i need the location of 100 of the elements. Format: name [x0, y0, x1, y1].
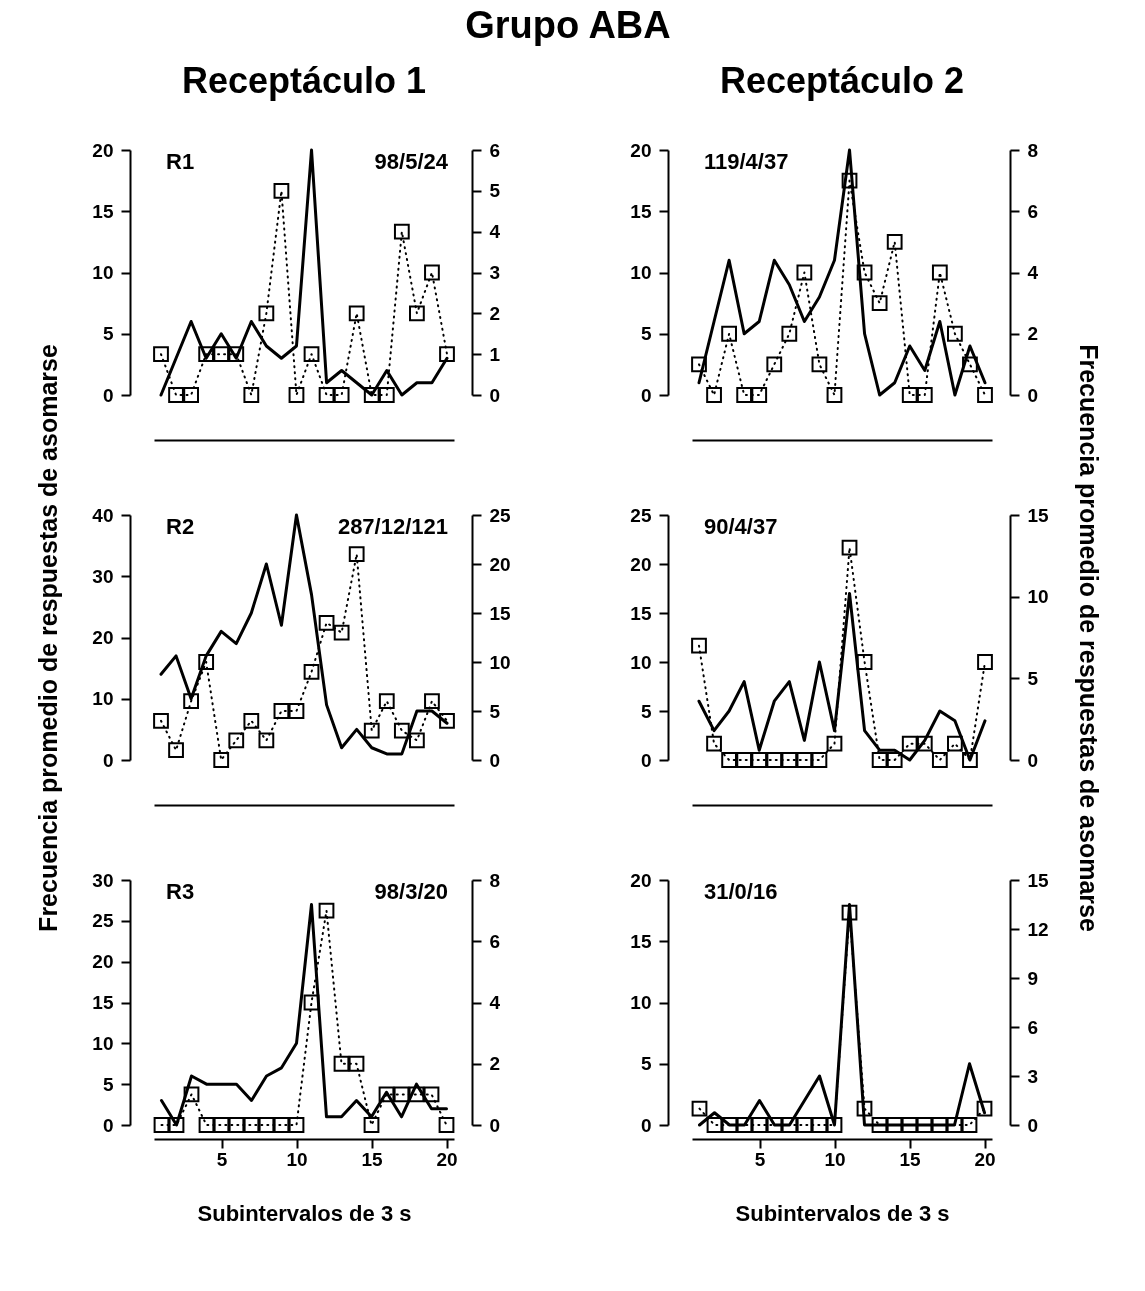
- x-tick-label: 20: [436, 1148, 458, 1170]
- y-tick-label: 5: [102, 323, 114, 345]
- point: [333, 624, 350, 641]
- y-tick-label: 15: [92, 992, 114, 1013]
- point: [228, 346, 245, 363]
- point: [691, 637, 707, 654]
- x-tick-label: 10: [286, 1148, 308, 1170]
- y2-tick-label: 3: [489, 262, 501, 283]
- point: [303, 994, 320, 1011]
- y-tick-label: 0: [102, 749, 114, 771]
- y-tick-label: 20: [92, 951, 114, 973]
- y2-tick-label: 12: [1027, 918, 1049, 940]
- y2-tick-label: 10: [489, 651, 511, 673]
- point: [409, 732, 425, 749]
- point: [901, 387, 918, 403]
- point: [318, 902, 335, 919]
- point: [736, 387, 753, 403]
- point: [183, 693, 199, 710]
- chart-subtitle: Receptáculo 2: [719, 60, 965, 101]
- y-tick-label: 20: [92, 139, 114, 161]
- point: [691, 356, 707, 373]
- point: [393, 223, 410, 240]
- y-tick-label: 10: [630, 992, 652, 1013]
- point: [781, 1117, 798, 1133]
- point: [333, 1055, 350, 1072]
- point: [811, 356, 828, 373]
- point: [916, 735, 933, 752]
- y-axis-title: Frecuencia promedio de respuestas de asomarse: [34, 344, 63, 932]
- point: [303, 663, 320, 680]
- point: [438, 1117, 455, 1133]
- point: [153, 712, 169, 729]
- y-tick-label: 20: [92, 627, 114, 648]
- point: [258, 305, 275, 322]
- point: [348, 305, 365, 322]
- point: [706, 1117, 723, 1133]
- point: [826, 387, 843, 403]
- y-tick-label: 15: [630, 200, 652, 222]
- point: [318, 387, 335, 403]
- point: [856, 264, 873, 281]
- annotation: R2: [166, 514, 195, 539]
- point: [962, 752, 978, 768]
- point: [721, 1117, 738, 1133]
- y2-tick-label: 6: [489, 930, 501, 952]
- y2-tick-label: 2: [1027, 323, 1039, 345]
- point: [706, 735, 722, 752]
- point: [736, 752, 753, 768]
- y2-tick-label: 4: [1027, 262, 1039, 283]
- point: [439, 346, 455, 363]
- y-tick-label: 20: [630, 869, 652, 891]
- point: [348, 1055, 365, 1072]
- y-tick-label: 10: [92, 688, 114, 710]
- point: [424, 693, 440, 710]
- point: [288, 1117, 305, 1133]
- point: [318, 614, 335, 631]
- annotation: 98/5/24: [374, 149, 449, 174]
- y2-tick-label: 0: [489, 749, 501, 771]
- annotation: 31/0/16: [704, 879, 778, 904]
- y-tick-label: 40: [92, 504, 114, 526]
- point: [243, 387, 260, 403]
- point: [977, 654, 993, 670]
- point: [977, 387, 993, 403]
- x-tick-label: 15: [899, 1148, 921, 1170]
- x-tick-label: 20: [974, 1148, 996, 1170]
- point: [213, 1117, 230, 1133]
- point: [736, 1117, 753, 1133]
- point: [228, 732, 245, 749]
- y2-tick-label: 3: [1027, 1065, 1039, 1087]
- point: [886, 752, 903, 768]
- y2-tick-label: 8: [489, 869, 501, 891]
- point: [153, 346, 169, 363]
- y-tick-label: 10: [630, 262, 652, 283]
- point: [198, 346, 215, 363]
- point: [886, 1117, 903, 1133]
- y2-tick-label: 5: [1027, 667, 1039, 689]
- point: [378, 387, 395, 403]
- annotation: 287/12/121: [337, 514, 448, 539]
- point: [228, 1117, 245, 1133]
- point: [363, 722, 380, 739]
- point: [841, 172, 858, 189]
- point: [393, 722, 410, 739]
- point: [856, 1100, 873, 1117]
- y-tick-label: 0: [640, 749, 652, 771]
- y2-tick-label: 9: [1027, 967, 1039, 989]
- point: [721, 752, 737, 768]
- point: [198, 1117, 215, 1133]
- point: [751, 387, 768, 403]
- point: [931, 1117, 948, 1133]
- point: [721, 325, 737, 342]
- point: [976, 1100, 993, 1117]
- point: [871, 752, 888, 768]
- point: [409, 305, 425, 322]
- point: [168, 742, 184, 759]
- y2-tick-label: 10: [1027, 586, 1049, 608]
- point: [811, 1117, 828, 1133]
- point: [947, 325, 963, 342]
- y-tick-label: 5: [102, 1073, 114, 1095]
- point: [856, 654, 873, 670]
- point: [901, 735, 918, 752]
- point: [962, 356, 978, 373]
- point: [766, 752, 783, 768]
